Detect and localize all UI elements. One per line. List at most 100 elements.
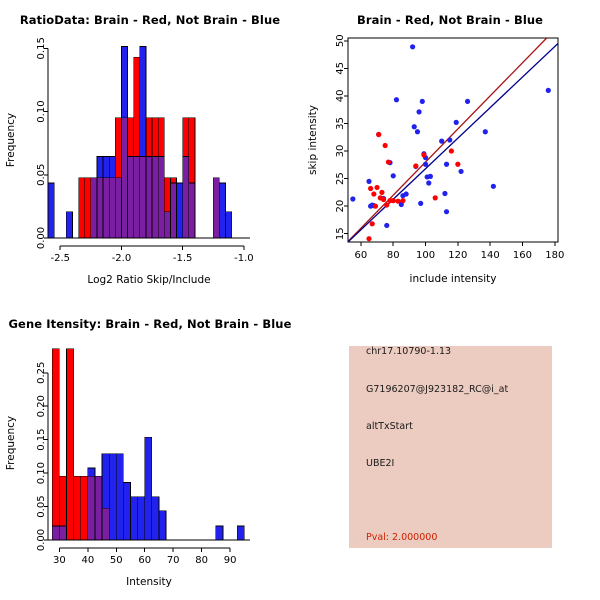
y-axis-tick-label: 0.15 xyxy=(36,37,47,59)
scatter-point xyxy=(372,203,379,209)
scatter-point xyxy=(369,221,375,227)
scatter-point xyxy=(421,152,427,158)
scatter-point xyxy=(418,200,424,207)
x-axis-tick-label: 60 xyxy=(355,250,368,261)
histogram-bar-overlap xyxy=(145,156,153,239)
scatter-point xyxy=(366,236,372,242)
histogram-bar-overlap xyxy=(188,182,196,239)
histogram-bar xyxy=(51,348,60,527)
histogram-bar xyxy=(215,525,224,541)
histogram-bar xyxy=(157,117,165,157)
y-axis-tick-label: 15 xyxy=(335,227,346,240)
histogram-bar-overlap xyxy=(157,156,165,239)
histogram-bar xyxy=(127,117,135,157)
histogram-bar-overlap xyxy=(108,177,116,239)
gene-intensity-plot: 0.00 0.05 0.10 0.15 0.20 0.25 30 40 50 60 70 80 90 In… xyxy=(5,348,250,588)
x-axis-tick-label: 70 xyxy=(167,555,180,566)
y-axis-tick-label: 40 xyxy=(335,90,346,103)
histogram-bar xyxy=(145,117,153,157)
histogram-bar xyxy=(151,117,159,157)
x-axis-tick-label: 30 xyxy=(53,555,66,566)
y-axis-tick-label: 50 xyxy=(335,34,346,47)
x-axis-tick-label: 40 xyxy=(81,555,94,566)
y-axis-tick-label: 0.00 xyxy=(36,529,47,551)
scatter-point xyxy=(448,148,454,154)
scatter-point xyxy=(426,180,432,186)
gene-intensity-panel: Gene Itensity: Brain - Red, Not Brain - … xyxy=(0,300,300,600)
intensity-scatter-panel: Brain - Red, Not Brain - Blue 15 20 25 30 35… xyxy=(300,0,600,300)
scatter-point xyxy=(390,173,396,179)
histogram-bar xyxy=(133,56,141,157)
x-axis-tick-label: -1.5 xyxy=(173,253,193,264)
y-axis-tick-label: 35 xyxy=(335,117,346,130)
scatter-point xyxy=(439,138,445,144)
scatter-point xyxy=(390,198,396,204)
scatter-point xyxy=(545,87,551,93)
pval-label: Pval: 2.000000 xyxy=(366,532,438,543)
histogram-bar-overlap xyxy=(139,156,147,239)
histogram-bar xyxy=(96,156,104,179)
y-axis-tick-label: 0.10 xyxy=(36,100,47,122)
histogram-bar-overlap xyxy=(151,156,159,239)
histogram-bar-overlap xyxy=(102,177,110,239)
x-axis-tick-label: 60 xyxy=(138,555,151,566)
scatter-point xyxy=(413,163,419,169)
scatter-point xyxy=(384,202,390,208)
scatter-point xyxy=(411,124,417,130)
histogram-bar xyxy=(121,46,128,118)
histogram-bar-overlap xyxy=(101,507,110,541)
scatter-point xyxy=(385,159,391,165)
x-axis-tick-label: -1.0 xyxy=(234,253,254,264)
y-axis-tick-label: 0.05 xyxy=(36,164,47,186)
x-axis-title: Intensity xyxy=(126,576,172,588)
x-axis-tick-label: 160 xyxy=(513,250,532,261)
x-axis-tick-label: 120 xyxy=(448,250,467,261)
scatter-point xyxy=(380,196,387,203)
locus-label: chr17.10790-1.13 xyxy=(366,346,452,357)
y-axis-title: Frequency xyxy=(5,113,17,167)
histogram-bar xyxy=(182,117,190,157)
scatter-point xyxy=(400,198,406,204)
histogram-bar xyxy=(47,182,55,239)
histogram-bar xyxy=(66,348,74,541)
histogram-bar-overlap xyxy=(87,475,96,541)
y-axis-title: skip intensity xyxy=(307,105,319,175)
intensity-scatter-title: Brain - Red, Not Brain - Blue xyxy=(356,13,544,27)
histogram-bar-overlap xyxy=(163,211,171,239)
scatter-point xyxy=(458,168,464,175)
x-axis-tick-label: -2.5 xyxy=(50,253,70,264)
histogram-bar xyxy=(84,177,92,239)
histogram-bar xyxy=(170,177,177,184)
histogram-bar-overlap xyxy=(121,117,128,239)
ratio-histogram-plot: 0.00 0.05 0.10 0.15 -2.5 -2.0 -1.5 -1.0 Log2 Rat… xyxy=(5,37,254,286)
histogram-bar xyxy=(188,117,196,184)
scatter-point xyxy=(410,44,416,50)
histogram-bar xyxy=(225,211,232,239)
regression-line xyxy=(348,43,558,242)
gene-intensity-title: Gene Itensity: Brain - Red, Not Brain - … xyxy=(8,317,292,331)
histogram-bar xyxy=(130,496,138,541)
histogram-bar xyxy=(139,46,147,157)
scatter-point xyxy=(382,142,388,149)
scatter-point xyxy=(368,185,374,192)
histogram-bar-overlap xyxy=(133,156,141,239)
x-axis-tick-label: 80 xyxy=(387,250,400,261)
histogram-bar-overlap xyxy=(96,177,104,239)
x-axis-tick-label: 50 xyxy=(110,555,123,566)
y-axis-tick-label: 0.20 xyxy=(36,395,47,417)
ratio-histogram-title: RatioData: Brain - Red, Not Brain - Blue xyxy=(19,13,281,27)
scatter-point xyxy=(350,196,356,202)
histogram-bar-overlap xyxy=(170,182,177,239)
histogram-bar-overlap xyxy=(90,177,98,239)
scatter-point xyxy=(403,191,409,197)
y-axis-tick-label: 0.10 xyxy=(36,462,47,484)
x-axis-title: Log2 Ratio Skip/Include xyxy=(87,274,210,286)
gene-symbol-label: UBE2I xyxy=(366,458,395,469)
histogram-bar xyxy=(123,482,131,541)
histogram-bar-overlap xyxy=(127,156,135,239)
histogram-bar-overlap xyxy=(182,156,190,239)
intensity-scatter-plot: 15 20 25 30 35 40 45 50 60 80 100 120 140 160 180 inclu… xyxy=(307,34,564,285)
scatter-point xyxy=(384,222,390,229)
histogram-bar-overlap xyxy=(59,525,67,541)
histogram-bar xyxy=(101,453,110,509)
